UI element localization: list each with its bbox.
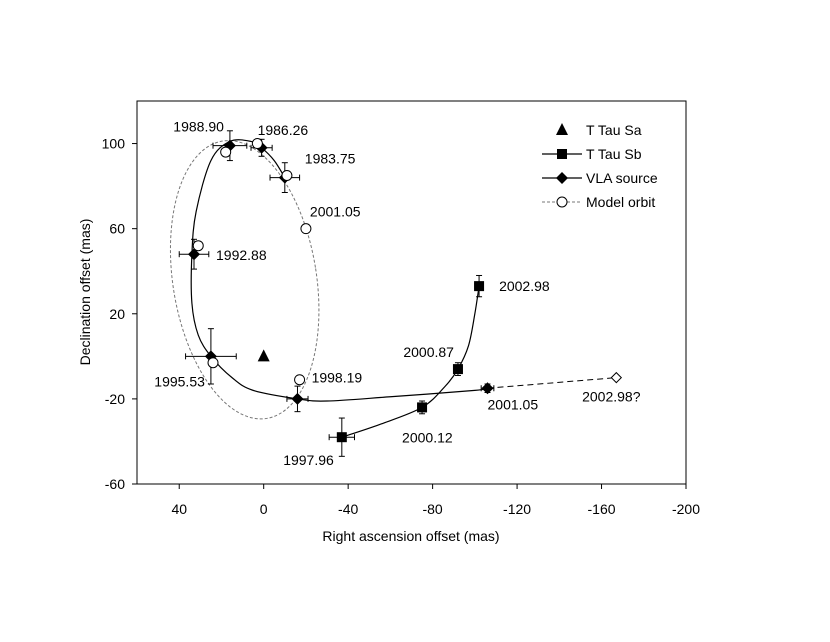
vla-source-track [190, 139, 488, 402]
series-model-orbit: 1998.19 2001.05 [192, 138, 363, 386]
data-point [417, 402, 428, 413]
tau-sb-track [341, 286, 480, 438]
data-point [294, 374, 306, 386]
y-tick-label: -60 [105, 476, 125, 492]
point-label: 2002.98? [582, 389, 641, 405]
x-tick-label: -160 [588, 501, 616, 517]
data-point [452, 364, 463, 375]
series-t-tau-sa [257, 349, 270, 362]
data-point [192, 240, 204, 252]
y-tick-label: 20 [109, 306, 125, 322]
point-label: 1986.26 [258, 122, 309, 138]
data-point [291, 392, 304, 405]
legend-item: T Tau Sa [556, 122, 642, 138]
y-tick-label: 60 [109, 221, 125, 237]
x-tick-label: -120 [503, 501, 531, 517]
data-point [481, 382, 494, 395]
data-point [207, 357, 219, 369]
point-label: 1992.88 [216, 247, 267, 263]
point-label: 2002.98 [499, 278, 550, 294]
legend-item: VLA source [542, 170, 658, 186]
legend-label: T Tau Sa [586, 122, 642, 138]
legend-item: T Tau Sb [542, 146, 642, 162]
data-point [300, 223, 312, 235]
legend-label: T Tau Sb [586, 146, 642, 162]
data-point [251, 138, 263, 150]
data-point [610, 371, 623, 384]
series-t-tau-sb: 1997.96 2000.12 2000.87 2002.98 [283, 274, 550, 468]
legend-item: Model orbit [542, 194, 655, 210]
legend-marker [556, 196, 568, 208]
x-axis-label: Right ascension offset (mas) [322, 528, 499, 544]
x-tick-label: -80 [422, 501, 442, 517]
point-label: 2001.05 [310, 204, 361, 220]
x-tick-label: -200 [672, 501, 700, 517]
point-label: 1983.75 [305, 151, 356, 167]
point-label: 2001.05 [488, 396, 539, 412]
point-label: 2000.87 [403, 344, 454, 360]
data-point [474, 281, 485, 292]
legend-marker [556, 172, 568, 184]
plot-frame [136, 100, 687, 485]
data-point [336, 432, 347, 443]
data-point [188, 248, 201, 261]
point-label: 1997.96 [283, 452, 334, 468]
data-point [281, 169, 293, 181]
data-point [257, 349, 270, 362]
series-vla-source: 1983.75 1986.26 1988.90 1992.88 1995.53 2001.… [154, 119, 538, 413]
x-tick-label: 40 [171, 501, 187, 517]
point-label: 1988.90 [173, 119, 224, 135]
legend-label: VLA source [586, 170, 658, 186]
x-tick-label: 0 [260, 501, 268, 517]
point-label: 1998.19 [312, 370, 363, 386]
x-tick-label: -40 [338, 501, 358, 517]
series-extrapolated: 2002.98? [582, 371, 641, 405]
point-label: 2000.12 [402, 429, 453, 445]
legend-marker [556, 123, 568, 135]
legend-label: Model orbit [586, 194, 655, 210]
y-tick-label: -20 [105, 391, 125, 407]
extrapolation-line [487, 377, 617, 389]
point-label: 1995.53 [154, 373, 205, 389]
y-axis-label: Declination offset (mas) [77, 219, 93, 366]
y-tick-label: 100 [102, 136, 126, 152]
legend-marker [557, 149, 567, 159]
data-point [220, 146, 232, 158]
